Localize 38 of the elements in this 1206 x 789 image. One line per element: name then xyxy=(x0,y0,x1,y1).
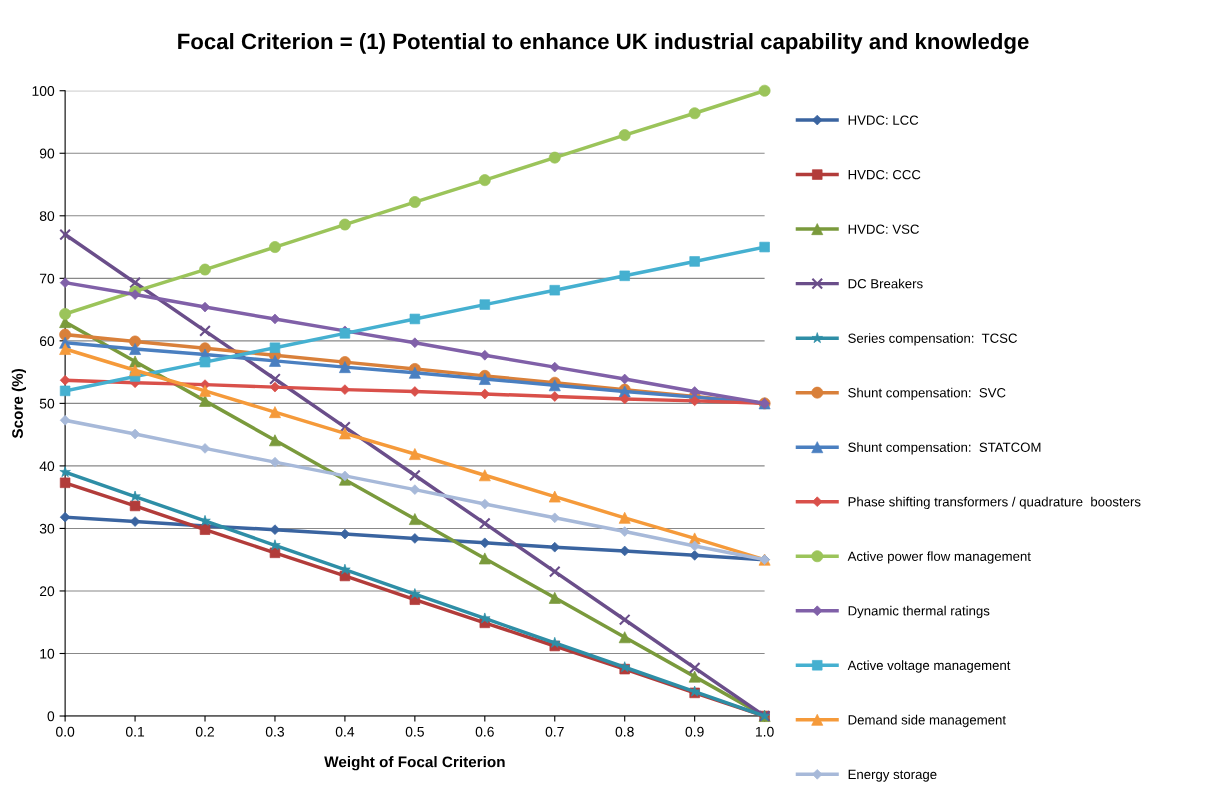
y-tick-label: 60 xyxy=(39,336,55,347)
legend-label: DC Breakers xyxy=(848,278,923,289)
y-tick-label: 90 xyxy=(39,148,55,159)
x-axis-title: Weight of Focal Criterion xyxy=(324,756,505,771)
x-tick-label: 0.2 xyxy=(195,726,214,737)
y-tick-label: 50 xyxy=(39,398,55,409)
y-tick-label: 0 xyxy=(47,711,55,722)
y-tick-label: 40 xyxy=(39,461,55,472)
legend-label: Dynamic thermal ratings xyxy=(848,605,990,619)
y-axis-title: Score (%) xyxy=(11,368,26,439)
x-tick-label: 0.7 xyxy=(545,726,564,737)
legend-label: Demand side management xyxy=(848,714,1006,728)
y-tick-label: 70 xyxy=(39,273,55,284)
legend-label: Series compensation: TCSC xyxy=(848,333,1017,346)
legend-label: HVDC: VSC xyxy=(848,224,919,234)
y-tick-label: 10 xyxy=(40,648,55,659)
legend-label: Phase shifting transformers / quadrature boosters xyxy=(848,496,1141,510)
legend-label: Active voltage management xyxy=(847,660,1011,673)
x-tick-label: 0.0 xyxy=(56,726,75,737)
legend-label: HVDC: LCC xyxy=(848,115,919,125)
x-tick-label: 0.8 xyxy=(615,726,634,737)
y-tick-label: 80 xyxy=(39,211,55,221)
y-tick-label: 100 xyxy=(32,86,55,96)
x-tick-label: 0.5 xyxy=(405,726,424,737)
chart-title: Focal Criterion = (1) Potential to enhance UK industrial capability and knowledge xyxy=(178,32,1029,54)
legend-label: Energy storage xyxy=(848,769,937,782)
y-tick-label: 20 xyxy=(39,586,55,597)
legend-label: HVDC: CCC xyxy=(848,169,921,180)
x-tick-label: 1.0 xyxy=(756,726,774,737)
legend-label: Active power flow management xyxy=(847,551,1031,564)
x-tick-label: 0.4 xyxy=(335,726,355,737)
x-tick-label: 0.3 xyxy=(265,726,285,737)
x-tick-label: 0.1 xyxy=(125,726,145,737)
legend-label: Shunt compensation: STATCOM xyxy=(848,442,1041,455)
legend-label: Shunt compensation: SVC xyxy=(848,387,1006,401)
x-tick-label: 0.9 xyxy=(685,726,704,737)
x-tick-label: 0.6 xyxy=(475,726,494,737)
y-tick-label: 30 xyxy=(39,523,55,534)
